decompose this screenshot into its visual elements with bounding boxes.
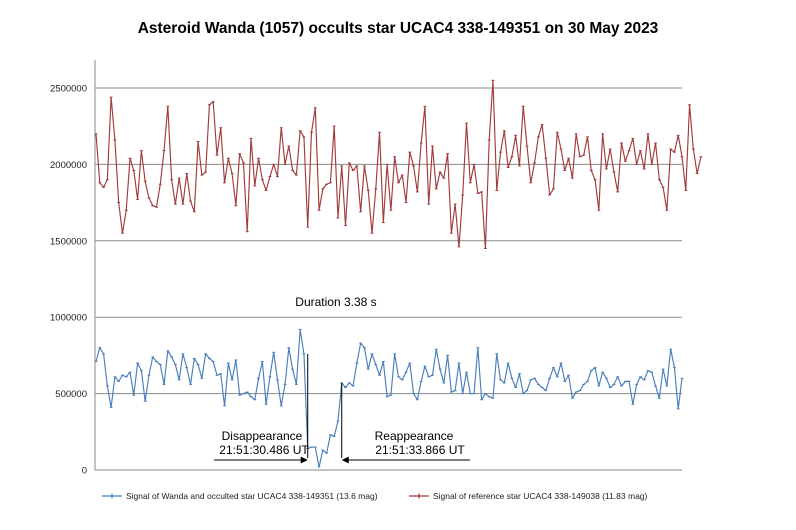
disappearance-arrow-head (300, 456, 308, 464)
chart-title: Asteroid Wanda (1057) occults star UCAC4… (137, 20, 659, 37)
legend-entry-1: Signal of Wanda and occulted star UCAC4 … (126, 491, 378, 501)
reappearance-time: 21:51:33.866 UT (375, 443, 465, 457)
y-tick-label: 2000000 (50, 160, 87, 171)
disappearance-time: 21:51:30.486 UT (219, 443, 309, 457)
duration-label: Duration 3.38 s (295, 295, 376, 309)
y-tick-label: 1000000 (50, 313, 87, 324)
legend-entry-2: Signal of reference star UCAC4 338-14903… (433, 491, 648, 501)
y-tick-label: 500000 (55, 389, 87, 400)
y-tick-label: 2500000 (50, 84, 87, 95)
reappearance-label: Reappearance (375, 429, 454, 443)
y-tick-label: 0 (82, 466, 87, 477)
reappearance-arrow-head (341, 456, 349, 464)
y-tick-label: 1500000 (50, 236, 87, 247)
series-line-1 (95, 328, 683, 468)
disappearance-label: Disappearance (222, 429, 303, 443)
